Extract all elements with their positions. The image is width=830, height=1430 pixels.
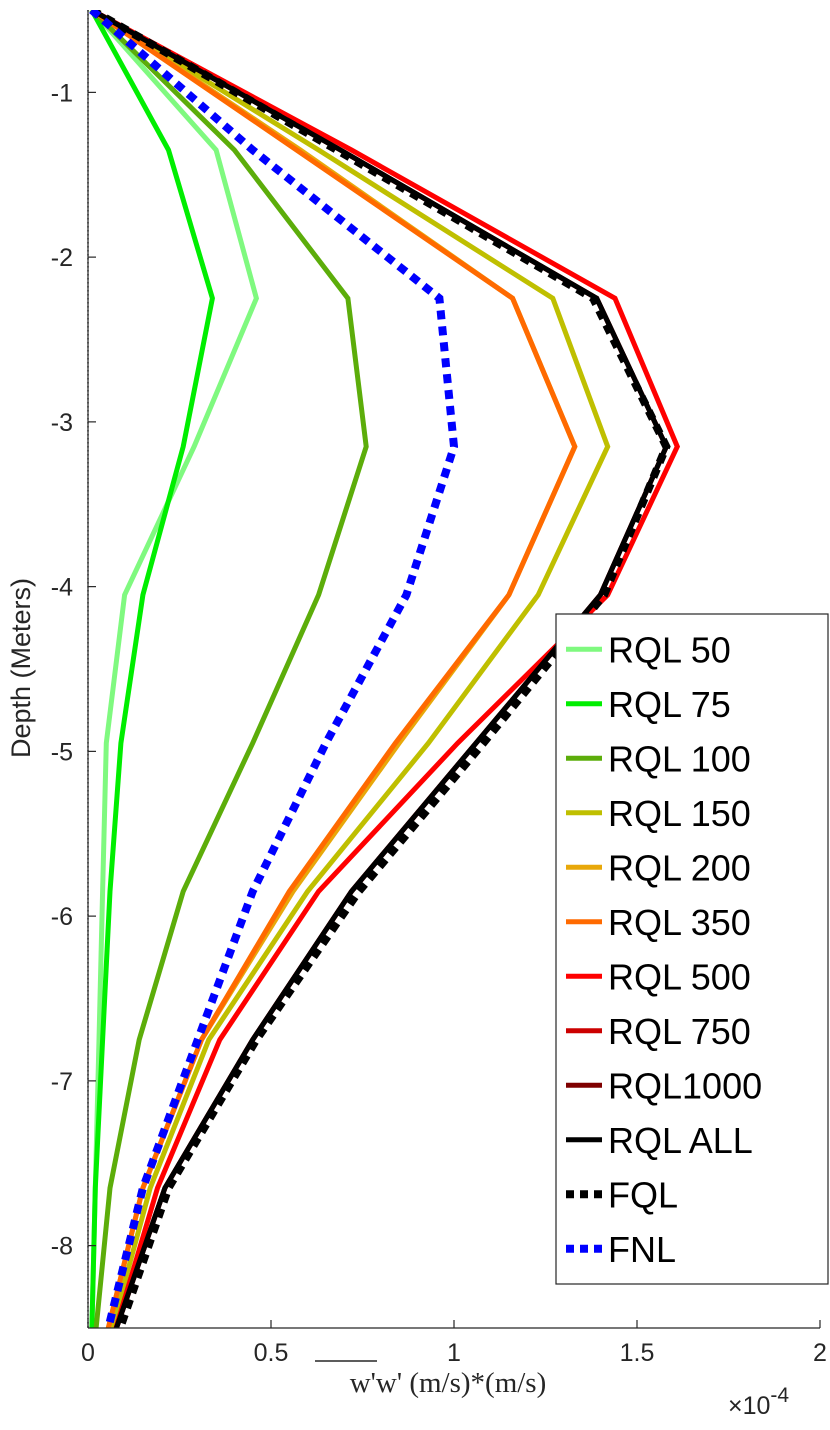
- y-tick-label: -2: [51, 244, 73, 272]
- series-line-rql-500: [90, 10, 681, 1328]
- y-tick-label: -7: [51, 1068, 73, 1096]
- y-tick-label: -4: [51, 574, 73, 602]
- y-tick-label: -5: [51, 738, 73, 766]
- x-tick-label: 0: [81, 1339, 95, 1367]
- x-tick-label: 1.5: [620, 1339, 655, 1367]
- legend-label-rql-150: RQL 150: [608, 793, 751, 834]
- legend-label-rql1000: RQL1000: [608, 1065, 762, 1106]
- legend-label-rql-50: RQL 50: [608, 629, 731, 670]
- y-axis-label: Depth (Meters): [6, 578, 36, 758]
- x-axis-multiplier-base: ×10: [728, 1392, 770, 1420]
- legend-label-fnl: FNL: [608, 1229, 676, 1270]
- legend-label-rql-all: RQL ALL: [608, 1120, 753, 1161]
- x-tick-label: 1: [447, 1339, 461, 1367]
- series-line-rql-75: [89, 10, 215, 1328]
- series-line-rql-100: [89, 10, 369, 1328]
- series-line-fql: [89, 10, 671, 1328]
- series-line-rql-150: [90, 10, 611, 1328]
- legend-label-rql-200: RQL 200: [608, 847, 751, 888]
- y-tick-label: -8: [51, 1233, 73, 1261]
- legend-label-rql-350: RQL 350: [608, 902, 751, 943]
- legend-label-rql-100: RQL 100: [608, 738, 751, 779]
- series-line-fnl: [89, 10, 459, 1328]
- legend-label-rql-500: RQL 500: [608, 956, 751, 997]
- series-line-rql-350: [90, 10, 578, 1328]
- legend-box: [555, 613, 829, 1285]
- legend-label-rql-75: RQL 75: [608, 684, 731, 725]
- x-tick-label: 2: [813, 1339, 827, 1367]
- x-tick-label: 0.5: [254, 1339, 289, 1367]
- x-axis-label: w'w' (m/s)*(m/s): [350, 1367, 547, 1399]
- y-tick-label: -3: [51, 409, 73, 437]
- y-tick-label: -1: [51, 79, 73, 107]
- legend-label-rql-750: RQL 750: [608, 1011, 751, 1052]
- legend: RQL 50 RQL 75 RQL 100 RQL 150 RQL 200 RQL 350…: [555, 613, 829, 1285]
- x-axis-multiplier: ×10-4: [728, 1384, 789, 1420]
- y-tick-label: -6: [51, 903, 73, 931]
- x-axis-multiplier-exp: -4: [770, 1384, 789, 1407]
- legend-label-fql: FQL: [608, 1174, 678, 1215]
